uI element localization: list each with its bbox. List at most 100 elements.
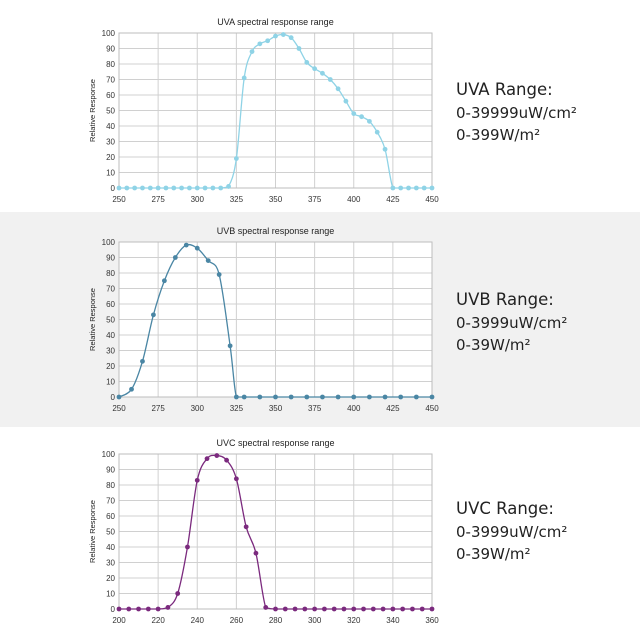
data-point (124, 185, 130, 191)
x-tick-label: 200 (112, 616, 126, 625)
data-point (205, 258, 211, 263)
data-point (429, 185, 435, 191)
data-point (132, 185, 138, 191)
y-tick-label: 60 (106, 91, 115, 100)
y-tick-label: 40 (106, 331, 115, 340)
y-axis-label: Relative Response (88, 288, 97, 351)
plot-frame (118, 32, 433, 189)
y-tick-label: 60 (106, 300, 115, 309)
uvc-range-title: UVC Range: (456, 499, 554, 518)
uvb-range-line2: 0-39W/m² (456, 336, 531, 354)
data-point (273, 33, 278, 39)
x-tick-label: 350 (269, 404, 283, 413)
uva-range-text: UVA Range: 0-39999uW/cm² 0-399W/m² (456, 78, 636, 146)
y-tick-label: 90 (106, 45, 115, 54)
x-tick-label: 425 (386, 404, 400, 413)
chart-title: UVC spectral response range (216, 438, 334, 448)
data-point (140, 358, 145, 364)
data-point (327, 77, 333, 82)
data-point (343, 98, 349, 104)
data-point (312, 66, 318, 72)
y-tick-label: 50 (106, 316, 115, 325)
data-point (194, 245, 200, 251)
data-point (210, 185, 216, 191)
data-point (273, 606, 278, 612)
y-tick-label: 100 (102, 29, 116, 38)
uvb-range-line1: 0-3999uW/cm² (456, 314, 568, 332)
x-tick-label: 275 (151, 404, 165, 413)
uva-range-line1: 0-39999uW/cm² (456, 104, 577, 122)
data-point (241, 394, 247, 400)
data-point (374, 129, 380, 135)
data-point (233, 156, 239, 161)
data-point (116, 185, 122, 191)
data-point (126, 606, 132, 612)
data-point (413, 394, 419, 400)
data-point (202, 185, 208, 191)
data-point (282, 606, 288, 612)
data-point (302, 606, 308, 612)
data-point (233, 476, 239, 482)
data-point (382, 146, 388, 152)
x-tick-label: 450 (425, 404, 439, 413)
data-point (367, 394, 372, 400)
uva-range-line2: 0-399W/m² (456, 126, 541, 144)
data-point (320, 394, 325, 400)
data-point (265, 38, 271, 44)
x-tick-label: 340 (386, 616, 400, 625)
data-point (214, 453, 220, 458)
uvb-panel: 0 10 20 30 40 50 60 70 80 90 100 250 275 300 325 350 375… (0, 212, 640, 427)
data-point (243, 524, 249, 530)
data-point (183, 242, 189, 248)
data-point (390, 606, 396, 612)
data-point (136, 606, 141, 612)
y-tick-label: 70 (106, 76, 115, 85)
data-point (227, 343, 233, 349)
data-point (429, 606, 435, 612)
data-point (151, 312, 156, 318)
data-point (226, 184, 231, 189)
y-tick-label: 30 (106, 138, 115, 147)
x-tick-label: 425 (386, 195, 400, 204)
data-point (273, 394, 278, 400)
data-point (429, 394, 435, 400)
uvc-range-line2: 0-39W/m² (456, 545, 531, 563)
data-point (304, 394, 310, 400)
data-point (249, 49, 255, 54)
data-point (351, 111, 357, 116)
chart-title: UVB spectral response range (217, 226, 335, 236)
data-point (171, 185, 177, 191)
y-tick-label: 50 (106, 528, 115, 537)
data-point (280, 32, 286, 37)
data-point (359, 114, 364, 120)
data-point (304, 60, 310, 65)
y-tick-label: 0 (111, 184, 116, 193)
data-point (398, 185, 404, 191)
data-point (218, 185, 224, 191)
y-tick-label: 90 (106, 254, 115, 263)
y-tick-label: 10 (106, 590, 115, 599)
data-point (421, 185, 427, 191)
data-point (367, 118, 372, 124)
x-tick-label: 360 (425, 616, 439, 625)
x-tick-label: 250 (112, 195, 126, 204)
data-point (382, 394, 388, 400)
y-tick-label: 30 (106, 347, 115, 356)
y-tick-label: 20 (106, 574, 115, 583)
x-tick-label: 400 (347, 404, 361, 413)
x-tick-label: 275 (151, 195, 165, 204)
data-point (185, 544, 190, 550)
x-tick-label: 350 (269, 195, 283, 204)
data-point (341, 606, 347, 612)
x-tick-label: 300 (191, 404, 205, 413)
y-tick-label: 90 (106, 466, 115, 475)
y-tick-label: 50 (106, 107, 115, 116)
uvb-range-title: UVB Range: (456, 290, 554, 309)
data-point (390, 185, 396, 191)
data-point (194, 185, 200, 191)
data-point (165, 605, 171, 610)
data-point (163, 185, 169, 191)
data-point (335, 394, 341, 400)
data-point (335, 86, 341, 92)
data-point (194, 477, 200, 483)
